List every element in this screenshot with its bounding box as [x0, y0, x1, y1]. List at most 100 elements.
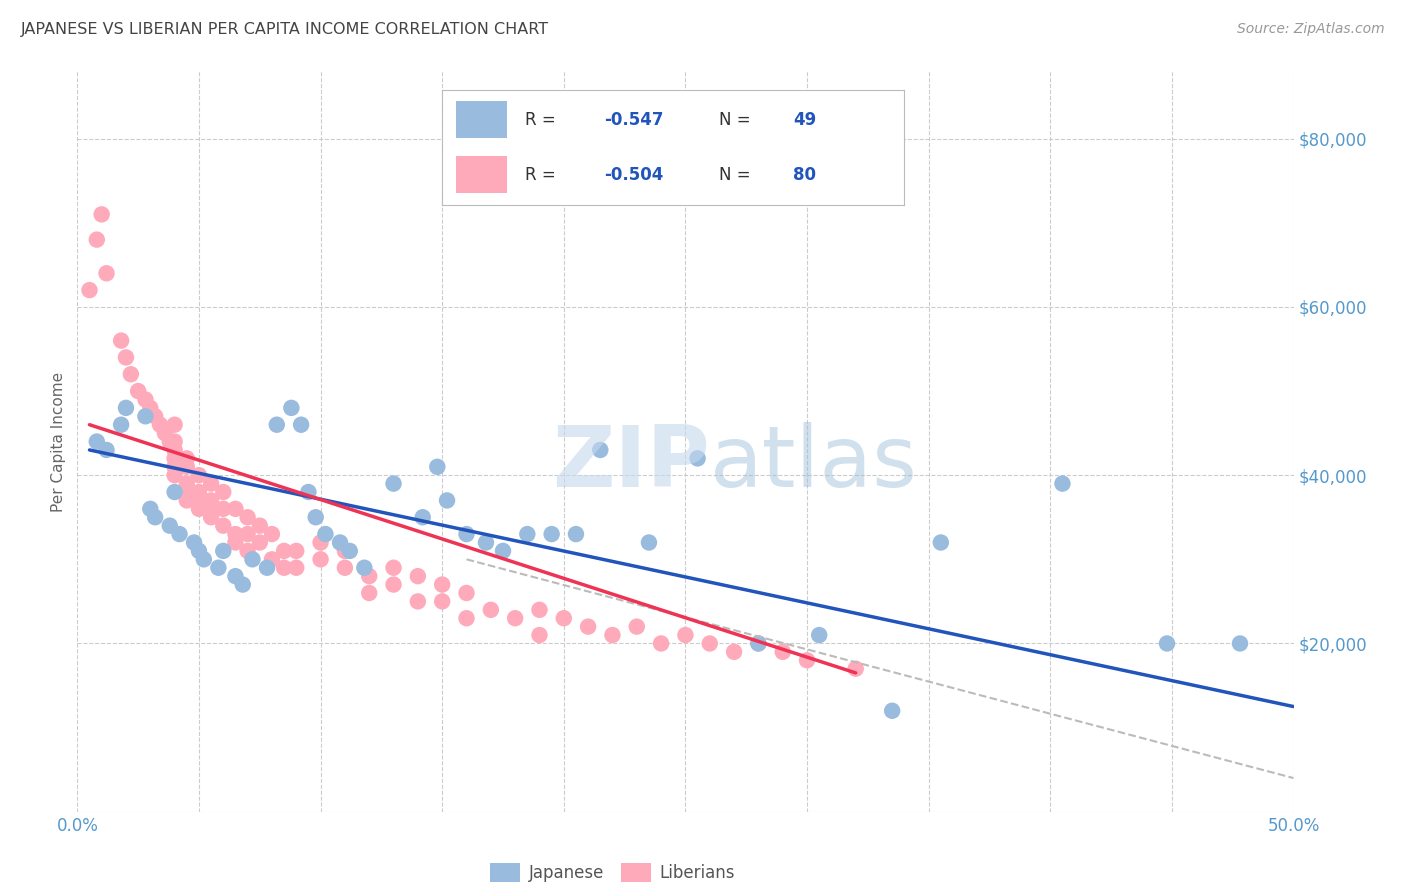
Point — [492, 544, 515, 558]
Point — [290, 417, 312, 432]
Point — [188, 544, 211, 558]
Point — [882, 704, 904, 718]
Point — [200, 501, 222, 516]
Point — [96, 442, 118, 457]
Point — [297, 485, 319, 500]
Point — [747, 636, 769, 650]
Point — [236, 544, 259, 558]
Point — [540, 527, 562, 541]
Point — [212, 485, 235, 500]
Point — [188, 493, 211, 508]
Point — [110, 334, 132, 348]
Point — [565, 527, 588, 541]
Point — [176, 493, 198, 508]
Point — [339, 544, 361, 558]
Point — [553, 611, 575, 625]
Point — [188, 468, 211, 483]
Point — [359, 586, 381, 600]
Point — [333, 544, 356, 558]
Point — [207, 560, 229, 574]
Point — [503, 611, 526, 625]
Point — [602, 628, 624, 642]
Point — [266, 417, 288, 432]
Point — [1229, 636, 1251, 650]
Point — [309, 552, 332, 566]
Point — [224, 501, 246, 516]
Point — [412, 510, 434, 524]
Point — [176, 485, 198, 500]
Point — [723, 645, 745, 659]
Point — [90, 207, 112, 221]
Point — [200, 510, 222, 524]
Point — [200, 476, 222, 491]
Point — [159, 434, 181, 449]
Point — [212, 501, 235, 516]
Point — [236, 510, 259, 524]
Point — [163, 451, 186, 466]
Point — [359, 569, 381, 583]
Point — [772, 645, 794, 659]
Point — [153, 426, 176, 441]
Point — [127, 384, 149, 398]
Point — [353, 560, 375, 574]
Point — [86, 233, 108, 247]
Point — [224, 527, 246, 541]
Text: Source: ZipAtlas.com: Source: ZipAtlas.com — [1237, 22, 1385, 37]
Point — [305, 510, 328, 524]
Point — [589, 442, 612, 457]
Point — [224, 535, 246, 549]
Point — [232, 577, 254, 591]
Point — [456, 586, 478, 600]
Point — [638, 535, 661, 549]
Point — [309, 535, 332, 549]
Point — [183, 535, 205, 549]
Point — [96, 266, 118, 280]
Point — [426, 459, 449, 474]
Point — [163, 485, 186, 500]
Point — [314, 527, 336, 541]
Point — [176, 476, 198, 491]
Point — [529, 628, 551, 642]
Point — [273, 560, 295, 574]
Point — [159, 518, 181, 533]
Point — [650, 636, 672, 650]
Point — [285, 544, 308, 558]
Point — [333, 560, 356, 574]
Point — [929, 535, 952, 549]
Point — [143, 510, 166, 524]
Point — [436, 493, 458, 508]
Text: JAPANESE VS LIBERIAN PER CAPITA INCOME CORRELATION CHART: JAPANESE VS LIBERIAN PER CAPITA INCOME C… — [21, 22, 550, 37]
Point — [134, 392, 156, 407]
Legend: Japanese, Liberians: Japanese, Liberians — [484, 856, 741, 888]
Point — [1052, 476, 1074, 491]
Point — [796, 653, 818, 667]
Point — [176, 459, 198, 474]
Point — [163, 417, 186, 432]
Point — [273, 544, 295, 558]
Point — [224, 569, 246, 583]
Point — [576, 619, 599, 633]
Point — [256, 560, 278, 574]
Point — [456, 611, 478, 625]
Point — [430, 577, 453, 591]
Point — [249, 535, 271, 549]
Point — [120, 368, 142, 382]
Point — [212, 544, 235, 558]
Point — [212, 518, 235, 533]
Point — [134, 409, 156, 424]
Point — [529, 603, 551, 617]
Point — [193, 552, 215, 566]
Point — [1156, 636, 1178, 650]
Point — [110, 417, 132, 432]
Point — [845, 662, 868, 676]
Point — [176, 451, 198, 466]
Point — [188, 501, 211, 516]
Point — [329, 535, 352, 549]
Point — [382, 577, 405, 591]
Point — [163, 459, 186, 474]
Point — [516, 527, 538, 541]
Point — [79, 283, 101, 297]
Point — [188, 485, 211, 500]
Point — [163, 434, 186, 449]
Point — [406, 594, 429, 608]
